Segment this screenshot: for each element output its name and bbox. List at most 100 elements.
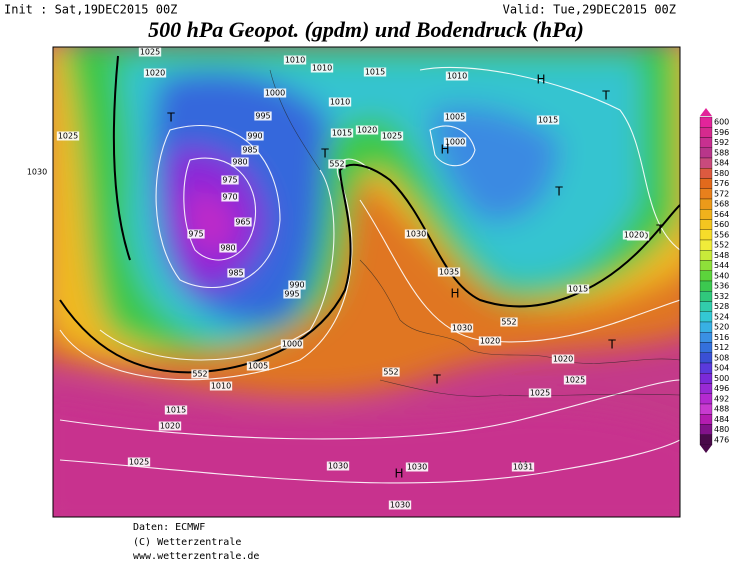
colorbar-swatch (699, 198, 713, 210)
isobar-label: 1030 (452, 324, 472, 333)
isobar-label-bg (536, 115, 560, 125)
colorbar-label: 504 (714, 364, 729, 373)
colorbar-label: 536 (714, 282, 729, 291)
isobar-label: 1010 (285, 56, 305, 65)
isobar-label: 552 (192, 370, 207, 379)
isobar-label-bg (563, 375, 587, 385)
colorbar-label: 552 (714, 241, 729, 250)
colorbar-swatch (699, 157, 713, 169)
colorbar-swatch (699, 239, 713, 251)
isobar-label-bg (363, 67, 387, 77)
colorbar-label: 496 (714, 384, 729, 393)
colorbar-label: 488 (714, 405, 729, 414)
colorbar-label: 532 (714, 292, 729, 301)
isobar-label-bg (355, 125, 379, 135)
isobar-label: 1015 (568, 285, 588, 294)
isobar-label: 995 (284, 290, 299, 299)
isobar-label: 1020 (160, 422, 180, 431)
colorbar-label: 600 (714, 118, 729, 127)
pressure-center-label: H (394, 467, 403, 481)
pressure-center-label: H (450, 287, 459, 301)
colorbar-label: 508 (714, 353, 729, 362)
isobar-label-bg (388, 500, 412, 510)
isobar-label-bg (437, 267, 461, 277)
init-time: Init : Sat,19DEC2015 00Z (4, 3, 177, 17)
isobar-label-bg (241, 145, 259, 155)
isobar-label-bg (404, 229, 428, 239)
isobar-label-bg (380, 131, 404, 141)
isobar-label-bg (330, 128, 354, 138)
isobar-label: 990 (247, 132, 262, 141)
colorbar-swatch (699, 116, 713, 128)
isobar-label-bg (382, 367, 400, 377)
colorbar-swatch (699, 178, 713, 189)
colorbar-label: 592 (714, 138, 729, 147)
isobar-label-bg (405, 462, 429, 472)
colorbar-label: 576 (714, 179, 729, 188)
pressure-center-label: T (554, 185, 563, 199)
isobar-label: 552 (383, 368, 398, 377)
isobar-label: 552 (329, 160, 344, 169)
isobar-label-bg (478, 336, 502, 346)
isobar-label: 1000 (445, 138, 465, 147)
footer-copyright: (C) Wetterzentrale (133, 537, 241, 548)
colorbar-label: 560 (714, 220, 729, 229)
isobar-label: 1010 (330, 98, 350, 107)
isobar-label: 1030 (407, 463, 427, 472)
isobar-label: 1030 (328, 462, 348, 471)
isobar-label: 980 (220, 244, 235, 253)
isobar-label-bg (622, 230, 646, 240)
pressure-center-label: T (320, 147, 329, 161)
colorbar-label: 512 (714, 343, 729, 352)
isobar-label-bg (219, 243, 237, 253)
colorbar-swatch (699, 342, 713, 353)
colorbar-label: 564 (714, 210, 729, 219)
colorbar-swatch (699, 434, 713, 446)
isobar-label: 1030 (27, 168, 47, 177)
colorbar-swatch (699, 229, 713, 241)
isobar-label-bg (283, 289, 301, 299)
isobar-label: 1030 (406, 230, 426, 239)
isobar-label-bg (443, 112, 467, 122)
isobar-label-bg (280, 339, 304, 349)
isobar-label-bg (227, 268, 245, 278)
isobar-label-bg (246, 361, 270, 371)
colorbar-swatch (699, 383, 713, 394)
isobar-label-bg (328, 97, 352, 107)
colorbar-swatch (699, 209, 713, 220)
isobar-label: 552 (501, 318, 516, 327)
colorbar-swatch (699, 414, 713, 425)
colorbar-swatch (699, 250, 713, 261)
isobar-label: 1020 (624, 231, 644, 240)
isobar-label: 1005 (248, 362, 268, 371)
isobar-label-bg (551, 354, 575, 364)
isobar-label-bg (443, 137, 467, 147)
isobar-label-bg (328, 159, 346, 169)
colorbar-label: 540 (714, 271, 729, 280)
footer-source: Daten: ECMWF (133, 522, 205, 533)
isobar-label: 965 (235, 218, 250, 227)
isobar-label-bg (143, 68, 167, 78)
isobar-label: 1025 (530, 389, 550, 398)
colorbar-label: 476 (714, 435, 729, 444)
isobar-label: 1000 (265, 89, 285, 98)
isobar-label: 975 (222, 176, 237, 185)
colorbar-swatch (699, 291, 713, 302)
colorbar-swatch (699, 260, 713, 271)
colorbar-swatch (699, 127, 713, 138)
isobar-label: 975 (188, 230, 203, 239)
isobar-label: 1015 (166, 406, 186, 415)
colorbar-swatch (699, 332, 713, 343)
isobar-label-bg (254, 111, 272, 121)
isobar-label: 1015 (332, 129, 352, 138)
colorbar-arrow-bottom (700, 445, 712, 453)
isobar-label: 985 (242, 146, 257, 155)
isobar-label-bg (56, 131, 80, 141)
colorbar-arrow-top (700, 108, 712, 116)
isobar-label-bg (209, 381, 233, 391)
isobar-label: 995 (255, 112, 270, 121)
colorbar-swatch (699, 219, 713, 230)
isobar-label: 1031 (513, 463, 533, 472)
isobar-label-bg (234, 217, 252, 227)
